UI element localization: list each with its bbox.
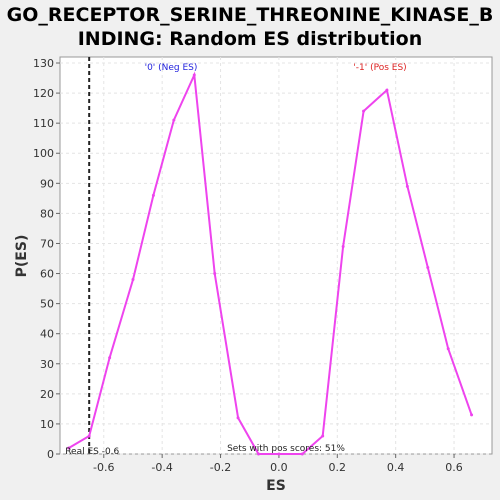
data-point xyxy=(192,73,196,77)
data-point xyxy=(151,193,155,197)
y-tick-label: 100 xyxy=(33,147,54,160)
y-tick-label: 0 xyxy=(47,448,54,461)
data-point xyxy=(108,356,112,360)
pos-es-label: '-1' (Pos ES) xyxy=(353,63,406,73)
y-tick-label: 90 xyxy=(40,177,54,190)
y-tick-label: 70 xyxy=(40,237,54,250)
data-point xyxy=(300,452,304,456)
data-point xyxy=(446,347,450,351)
y-tick-label: 10 xyxy=(40,418,54,431)
y-axis-title: P(ES) xyxy=(14,235,30,278)
chart-title-line2: INDING: Random ES distribution xyxy=(78,28,423,50)
data-point xyxy=(385,88,389,92)
data-point xyxy=(277,452,281,456)
x-tick-label: -0.4 xyxy=(151,461,172,474)
data-point xyxy=(67,446,71,450)
data-point xyxy=(362,109,366,113)
data-point xyxy=(341,244,345,248)
plot-area xyxy=(59,56,493,455)
axes: 0 10 20 30 40 50 60 70 80 90 100 110 120 130 -0.6 -0.4 -… xyxy=(33,57,463,474)
y-tick-label: 120 xyxy=(33,87,54,100)
sets-pos-scores-label: Sets with pos scores: 51% xyxy=(227,444,345,454)
data-point xyxy=(405,184,409,188)
data-point xyxy=(87,434,91,438)
x-tick-label: 0.4 xyxy=(387,461,405,474)
y-tick-label: 30 xyxy=(40,358,54,371)
grid xyxy=(60,57,492,455)
y-tick-label: 20 xyxy=(40,388,54,401)
x-axis-title: ES xyxy=(266,478,286,494)
x-tick-label: 0.0 xyxy=(270,461,288,474)
es-distribution-line xyxy=(68,71,473,455)
y-tick-label: 50 xyxy=(40,298,54,311)
annotations: '0' (Neg ES) '-1' (Pos ES) Sets with pos s… xyxy=(65,63,406,457)
y-tick-label: 130 xyxy=(33,57,54,70)
x-tick-label: 0.6 xyxy=(445,461,463,474)
x-tick-label: -0.2 xyxy=(210,461,231,474)
data-point xyxy=(236,416,240,420)
chart-title-line1: GO_RECEPTOR_SERINE_THREONINE_KINASE_B xyxy=(7,4,494,26)
x-tick-label: 0.2 xyxy=(329,461,347,474)
real-es-label: Real ES -0.6 xyxy=(65,447,119,457)
y-tick-label: 60 xyxy=(40,268,54,281)
data-point xyxy=(172,118,176,122)
data-point xyxy=(131,278,135,282)
data-point xyxy=(256,452,260,456)
y-tick-label: 80 xyxy=(40,207,54,220)
data-point xyxy=(470,413,474,417)
neg-es-label: '0' (Neg ES) xyxy=(145,63,198,73)
y-tick-label: 40 xyxy=(40,328,54,341)
data-point xyxy=(213,272,217,276)
series-layer xyxy=(67,57,474,456)
x-tick-label: -0.6 xyxy=(93,461,114,474)
data-point xyxy=(321,434,325,438)
data-point xyxy=(426,266,430,270)
y-tick-label: 110 xyxy=(33,117,54,130)
